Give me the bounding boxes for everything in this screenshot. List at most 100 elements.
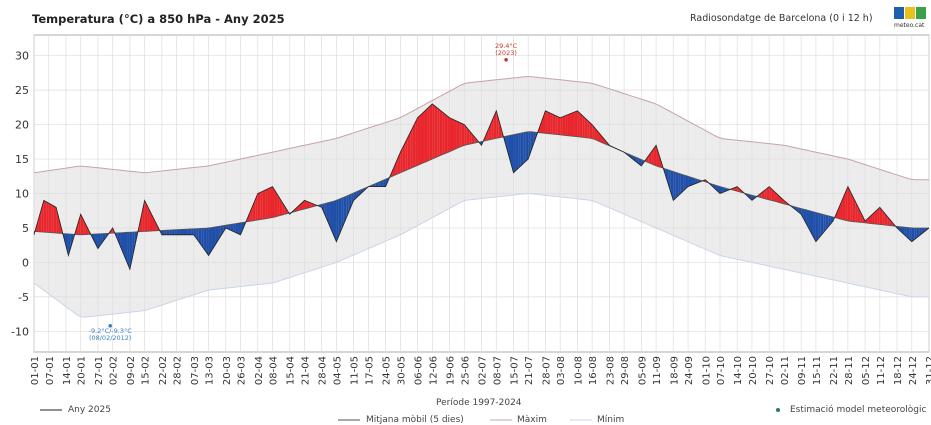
legend-estimate-dot bbox=[776, 408, 780, 412]
anomaly-above bbox=[766, 186, 770, 200]
x-tick-label: 15-02 bbox=[141, 356, 152, 385]
source-label: Radiosondatge de Barcelona (0 i 12 h) bbox=[690, 13, 873, 24]
anomaly-above bbox=[852, 196, 856, 222]
anomaly-below bbox=[213, 226, 216, 248]
legend-min-label: Mínim bbox=[597, 415, 625, 425]
anomaly-above bbox=[847, 186, 851, 222]
anomaly-above bbox=[734, 186, 738, 192]
anomaly-above bbox=[884, 213, 888, 226]
anomaly-below bbox=[188, 228, 192, 235]
anomaly-above bbox=[764, 188, 767, 200]
anomaly-above bbox=[255, 193, 258, 221]
x-tick-label: 11-05 bbox=[350, 356, 361, 385]
anomaly-below bbox=[122, 232, 125, 258]
anomaly-above bbox=[410, 127, 413, 169]
anomaly-above bbox=[589, 122, 593, 139]
anomaly-above bbox=[656, 145, 659, 167]
min-line bbox=[33, 193, 929, 318]
anomaly-above bbox=[272, 186, 275, 218]
anomaly-above bbox=[547, 111, 551, 134]
x-tick-label: 01-01 bbox=[30, 356, 41, 385]
x-tick-label: 28-11 bbox=[844, 356, 855, 385]
anomaly-above bbox=[56, 207, 59, 234]
anomaly-below bbox=[124, 232, 128, 264]
anomaly-above bbox=[759, 192, 762, 198]
x-tick-label: 08-07 bbox=[492, 356, 503, 385]
anomaly-above bbox=[149, 210, 153, 232]
anomaly-above bbox=[646, 155, 649, 163]
anomaly-below bbox=[899, 226, 902, 233]
anomaly-above bbox=[85, 224, 89, 235]
anomaly-below bbox=[518, 133, 521, 169]
anomaly-above bbox=[469, 130, 472, 145]
chart-title: Temperatura (°C) a 850 hPa - Any 2025 bbox=[32, 12, 285, 26]
anomaly-above bbox=[879, 207, 883, 225]
anomaly-below bbox=[523, 132, 526, 164]
anomaly-above bbox=[53, 205, 57, 234]
anomaly-above bbox=[493, 110, 497, 139]
anomaly-above bbox=[474, 136, 477, 144]
anomaly-below bbox=[506, 135, 509, 156]
anomaly-below bbox=[186, 229, 189, 235]
anomaly-above bbox=[412, 122, 416, 168]
anomaly-above bbox=[774, 191, 777, 202]
anomaly-above bbox=[38, 209, 42, 232]
y-tick-label: 10 bbox=[15, 188, 29, 201]
anomaly-above bbox=[395, 157, 398, 175]
anomaly-above bbox=[874, 209, 878, 225]
x-tick-label: 23-08 bbox=[605, 356, 616, 385]
legend-year-label: Any 2025 bbox=[68, 405, 111, 415]
anomaly-above bbox=[771, 188, 775, 202]
anomaly-above bbox=[869, 214, 873, 224]
x-tick-label: 07-10 bbox=[716, 356, 727, 385]
anomaly-above bbox=[442, 111, 445, 155]
x-tick-label: 30-05 bbox=[396, 356, 407, 385]
x-tick-label: 09-11 bbox=[797, 356, 808, 385]
anomaly-below bbox=[171, 229, 175, 235]
x-tick-label: 09-02 bbox=[126, 356, 137, 385]
anomaly-above bbox=[309, 202, 312, 208]
anomaly-above bbox=[279, 198, 283, 216]
y-tick-label: -5 bbox=[18, 291, 29, 304]
anomaly-below bbox=[806, 209, 809, 228]
y-tick-label: 15 bbox=[15, 153, 29, 166]
x-tick-label: 10-08 bbox=[573, 356, 584, 385]
anomaly-below bbox=[921, 227, 925, 234]
legend-max-label: Màxim bbox=[517, 415, 547, 425]
anomaly-above bbox=[444, 113, 448, 154]
anomaly-below bbox=[720, 186, 723, 194]
anomaly-below bbox=[690, 177, 693, 186]
x-tick-label: 02-04 bbox=[254, 356, 265, 385]
anomaly-above bbox=[415, 117, 418, 167]
anomaly-below bbox=[801, 208, 804, 219]
x-tick-label: 11-12 bbox=[876, 356, 887, 385]
anomaly-below bbox=[513, 134, 516, 173]
anomaly-below bbox=[336, 199, 339, 242]
anomaly-above bbox=[400, 147, 403, 173]
anomaly-above bbox=[417, 115, 421, 166]
anomaly-below bbox=[93, 234, 96, 244]
anomaly-below bbox=[220, 225, 224, 236]
anomaly-above bbox=[577, 110, 580, 138]
x-tick-label: 14-01 bbox=[62, 356, 73, 385]
anomaly-above bbox=[592, 124, 595, 140]
anomaly-above bbox=[860, 211, 863, 223]
anomaly-below bbox=[823, 214, 826, 233]
anomaly-below bbox=[916, 227, 920, 238]
anomaly-below bbox=[678, 173, 681, 196]
anomaly-below bbox=[351, 192, 354, 207]
anomaly-below bbox=[808, 210, 811, 233]
anomaly-below bbox=[179, 229, 182, 235]
x-tick-label: 15-07 bbox=[509, 356, 520, 385]
anomaly-below bbox=[520, 132, 524, 166]
record-date: (08/02/2012) bbox=[89, 334, 132, 342]
anomaly-above bbox=[601, 136, 605, 144]
anomaly-below bbox=[183, 229, 187, 235]
anomaly-above bbox=[402, 142, 406, 172]
anomaly-below bbox=[722, 187, 725, 193]
anomaly-above bbox=[872, 211, 875, 224]
anomaly-above bbox=[587, 119, 590, 139]
x-tick-label: 17-05 bbox=[364, 356, 375, 385]
anomaly-above bbox=[78, 214, 81, 235]
